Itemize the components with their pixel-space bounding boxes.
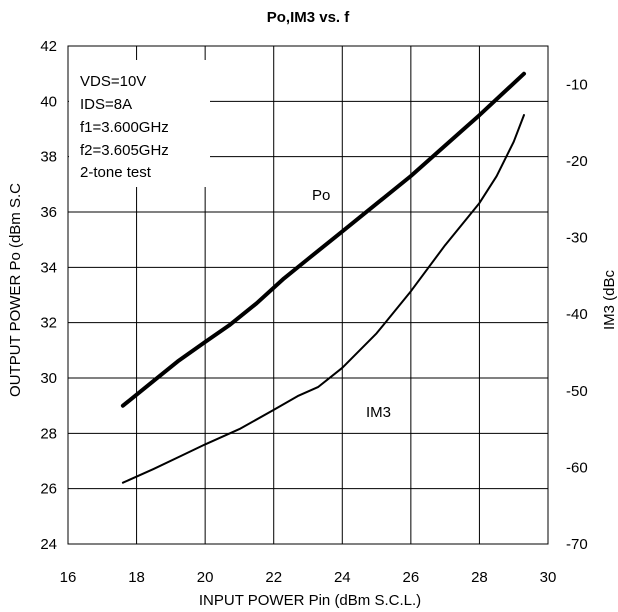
annotation-background (69, 60, 210, 187)
y-left-tick-label: 30 (40, 370, 57, 387)
y-right-tick-label: -40 (566, 306, 588, 323)
y-right-axis-label: IM3 (dBc (601, 269, 618, 330)
series-line-po (120, 71, 526, 408)
y-left-tick-label: 36 (40, 204, 57, 221)
y-right-tick-labels: -70 -60 -50 -40 -30 -20 -10 (566, 76, 588, 553)
x-tick-label: 16 (60, 569, 77, 586)
x-tick-label: 18 (128, 569, 145, 586)
y-left-tick-label: 24 (40, 536, 57, 553)
series-line-im3 (121, 114, 525, 484)
x-tick-label: 26 (403, 569, 420, 586)
y-right-tick-label: -10 (566, 76, 588, 93)
annotation-vds: VDS=10V (80, 73, 146, 90)
y-right-tick-label: -50 (566, 383, 588, 400)
x-axis-label: INPUT POWER Pin (dBm S.C.L.) (199, 592, 421, 609)
annotation-ids: IDS=8A (80, 96, 132, 113)
y-right-tick-label: -20 (566, 153, 588, 170)
plot-area (67, 45, 549, 545)
y-left-tick-label: 32 (40, 315, 57, 332)
y-left-tick-labels: 24 26 28 30 32 34 36 38 40 42 (40, 38, 57, 553)
y-left-axis-label: OUTPUT POWER Po (dBm S.C (7, 183, 24, 397)
y-left-tick-label: 34 (40, 259, 57, 276)
y-right-tick-label: -70 (566, 536, 588, 553)
series-lines (120, 71, 526, 484)
x-tick-label: 22 (265, 569, 282, 586)
y-right-tick-label: -30 (566, 230, 588, 247)
y-left-tick-label: 28 (40, 425, 57, 442)
y-left-tick-label: 26 (40, 481, 57, 498)
x-tick-labels: 16 18 20 22 24 26 28 30 (60, 569, 557, 586)
y-left-tick-label: 42 (40, 38, 57, 55)
x-tick-label: 24 (334, 569, 351, 586)
series-label-im3: IM3 (366, 404, 391, 421)
annotation-f1: f1=3.600GHz (80, 119, 169, 136)
x-tick-label: 30 (540, 569, 557, 586)
y-right-tick-label: -60 (566, 459, 588, 476)
x-tick-label: 28 (471, 569, 488, 586)
y-left-tick-label: 38 (40, 149, 57, 166)
chart-title: Po,IM3 vs. f (267, 9, 351, 26)
grid-lines (68, 46, 548, 544)
series-label-po: Po (312, 187, 330, 204)
annotation-f2: f2=3.605GHz (80, 142, 169, 159)
x-tick-label: 20 (197, 569, 214, 586)
annotation-test-type: 2-tone test (80, 164, 152, 181)
y-left-tick-label: 40 (40, 93, 57, 110)
